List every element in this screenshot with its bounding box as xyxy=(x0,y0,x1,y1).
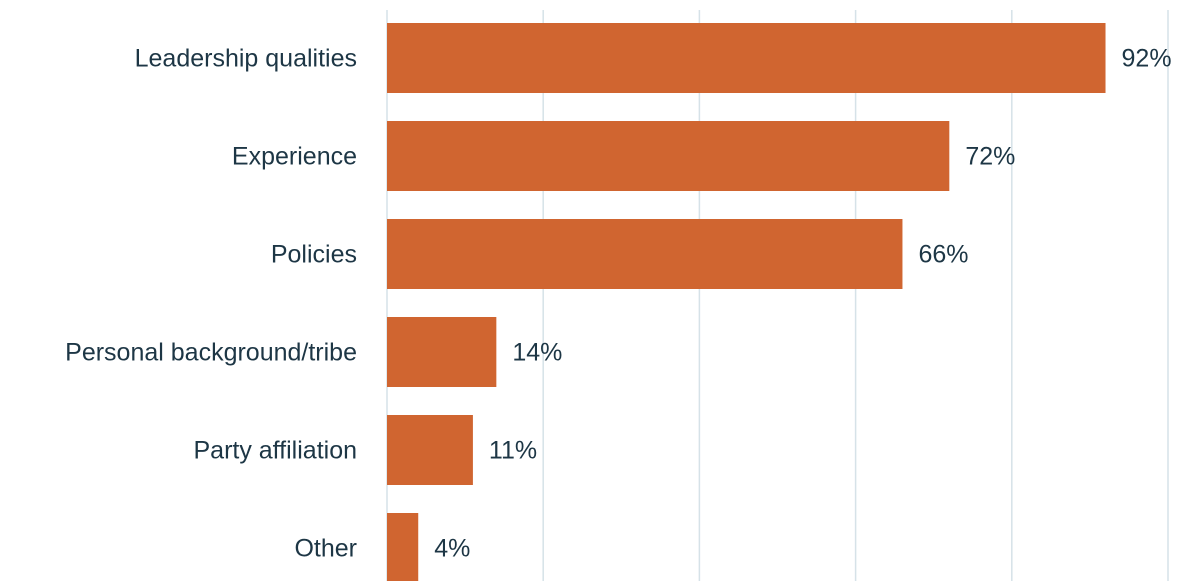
bar xyxy=(387,219,903,289)
bar xyxy=(387,317,497,387)
value-label: 11% xyxy=(489,437,537,465)
value-label: 14% xyxy=(512,339,562,367)
bar xyxy=(387,23,1106,93)
bar xyxy=(387,121,950,191)
category-label: Personal background/tribe xyxy=(65,339,357,367)
category-label: Policies xyxy=(271,241,357,269)
bar xyxy=(387,415,473,485)
category-label: Other xyxy=(294,535,357,563)
category-label: Experience xyxy=(232,143,357,171)
value-label: 4% xyxy=(434,535,470,563)
value-label: 66% xyxy=(918,241,968,269)
value-label: 72% xyxy=(965,143,1015,171)
category-label: Party affiliation xyxy=(193,437,357,465)
value-label: 92% xyxy=(1122,45,1172,73)
category-label: Leadership qualities xyxy=(135,45,357,73)
bar xyxy=(387,513,419,581)
